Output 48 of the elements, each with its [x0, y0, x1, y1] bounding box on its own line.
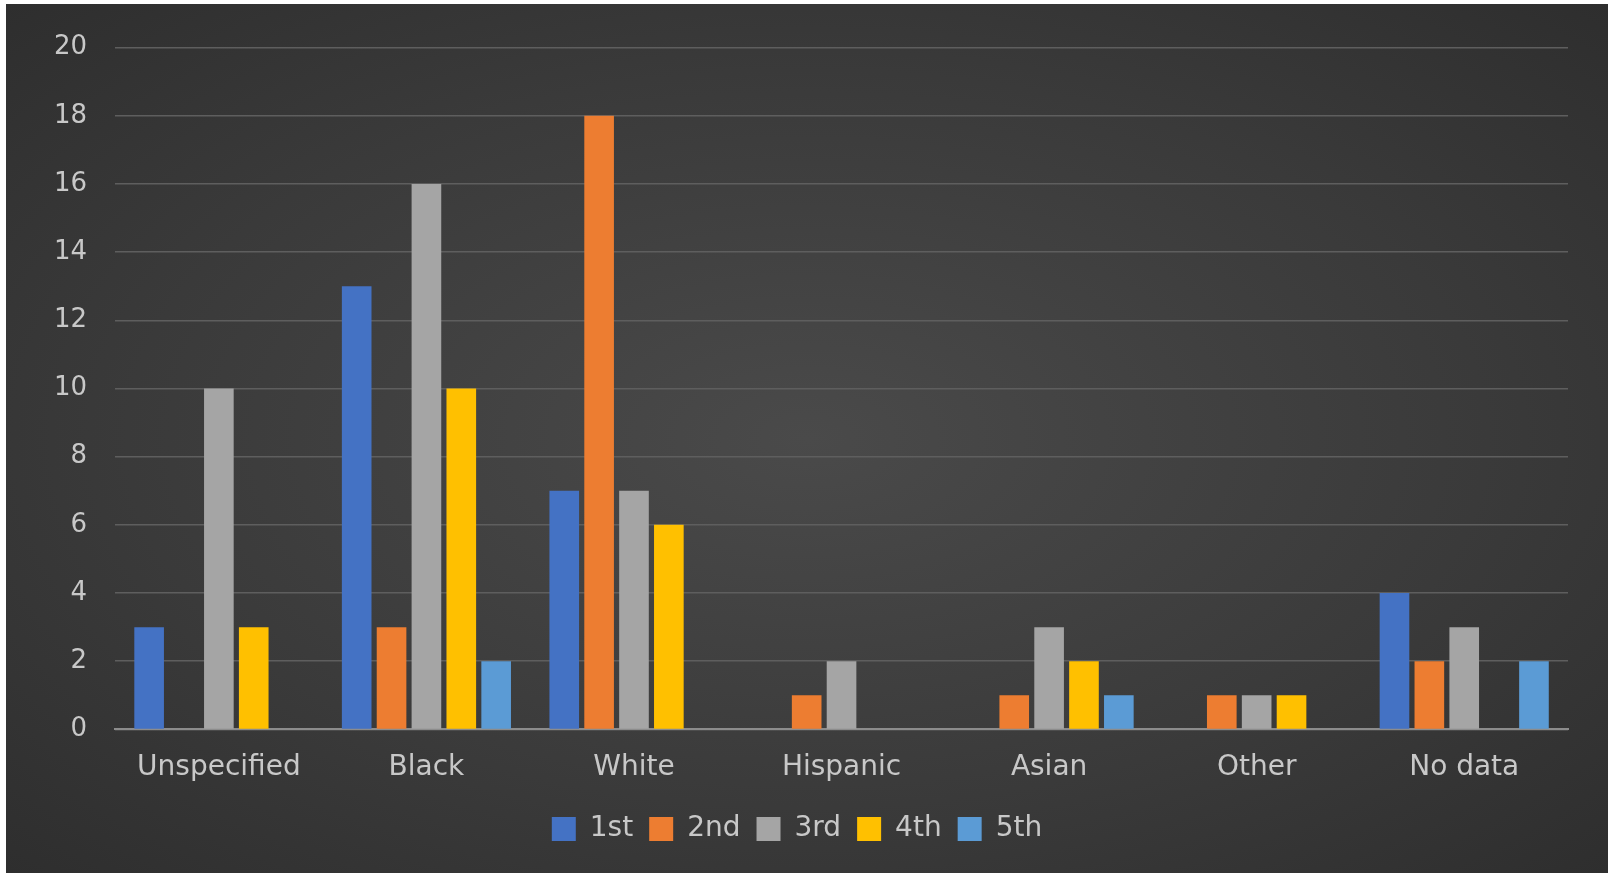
- bar: [481, 661, 511, 729]
- legend-label: 5th: [995, 810, 1043, 844]
- y-tick-label: 6: [70, 507, 88, 538]
- x-tick-label: White: [593, 749, 675, 783]
- legend-label: 4th: [895, 810, 942, 844]
- y-tick-label: 4: [70, 575, 88, 606]
- bar: [654, 524, 684, 729]
- y-tick-label: 2: [70, 643, 88, 674]
- bar: [204, 388, 234, 729]
- bar: [1519, 661, 1549, 729]
- bar: [376, 627, 407, 729]
- bar: [1276, 695, 1307, 729]
- bar: [1241, 695, 1272, 729]
- legend-label: 3rd: [794, 810, 842, 844]
- y-tick-label: 0: [70, 712, 88, 743]
- x-tick-label: Asian: [1010, 749, 1088, 783]
- bar: [1206, 695, 1237, 729]
- bar: [791, 695, 822, 729]
- x-tick-label: No data: [1409, 749, 1520, 783]
- bar: [584, 115, 614, 729]
- y-tick-label: 18: [53, 98, 88, 129]
- bar: [1379, 593, 1410, 729]
- bar: [446, 388, 477, 729]
- bar: [549, 490, 580, 729]
- y-tick-label: 14: [53, 234, 88, 265]
- bar: [1414, 661, 1445, 729]
- y-tick-label: 16: [53, 166, 88, 197]
- bar: [238, 627, 269, 729]
- bar: [826, 661, 857, 729]
- bar: [1034, 627, 1064, 729]
- y-tick-label: 8: [70, 439, 88, 470]
- x-tick-label: Other: [1216, 749, 1297, 783]
- y-tick-label: 12: [53, 303, 88, 334]
- bar: [134, 627, 164, 729]
- legend-label: 2nd: [687, 810, 741, 844]
- bar: [1104, 695, 1134, 729]
- bar: [619, 490, 649, 729]
- x-tick-label: Unspecified: [137, 749, 301, 783]
- bar: [341, 286, 372, 729]
- x-tick-label: Hispanic: [781, 749, 902, 783]
- bar: [999, 695, 1030, 729]
- x-tick-label: Black: [388, 749, 466, 783]
- bar: [1449, 627, 1480, 729]
- bar: [1069, 661, 1099, 729]
- bar: [411, 183, 442, 729]
- legend-label: 1st: [589, 810, 634, 844]
- y-tick-label: 20: [53, 30, 88, 61]
- y-tick-label: 10: [53, 371, 88, 402]
